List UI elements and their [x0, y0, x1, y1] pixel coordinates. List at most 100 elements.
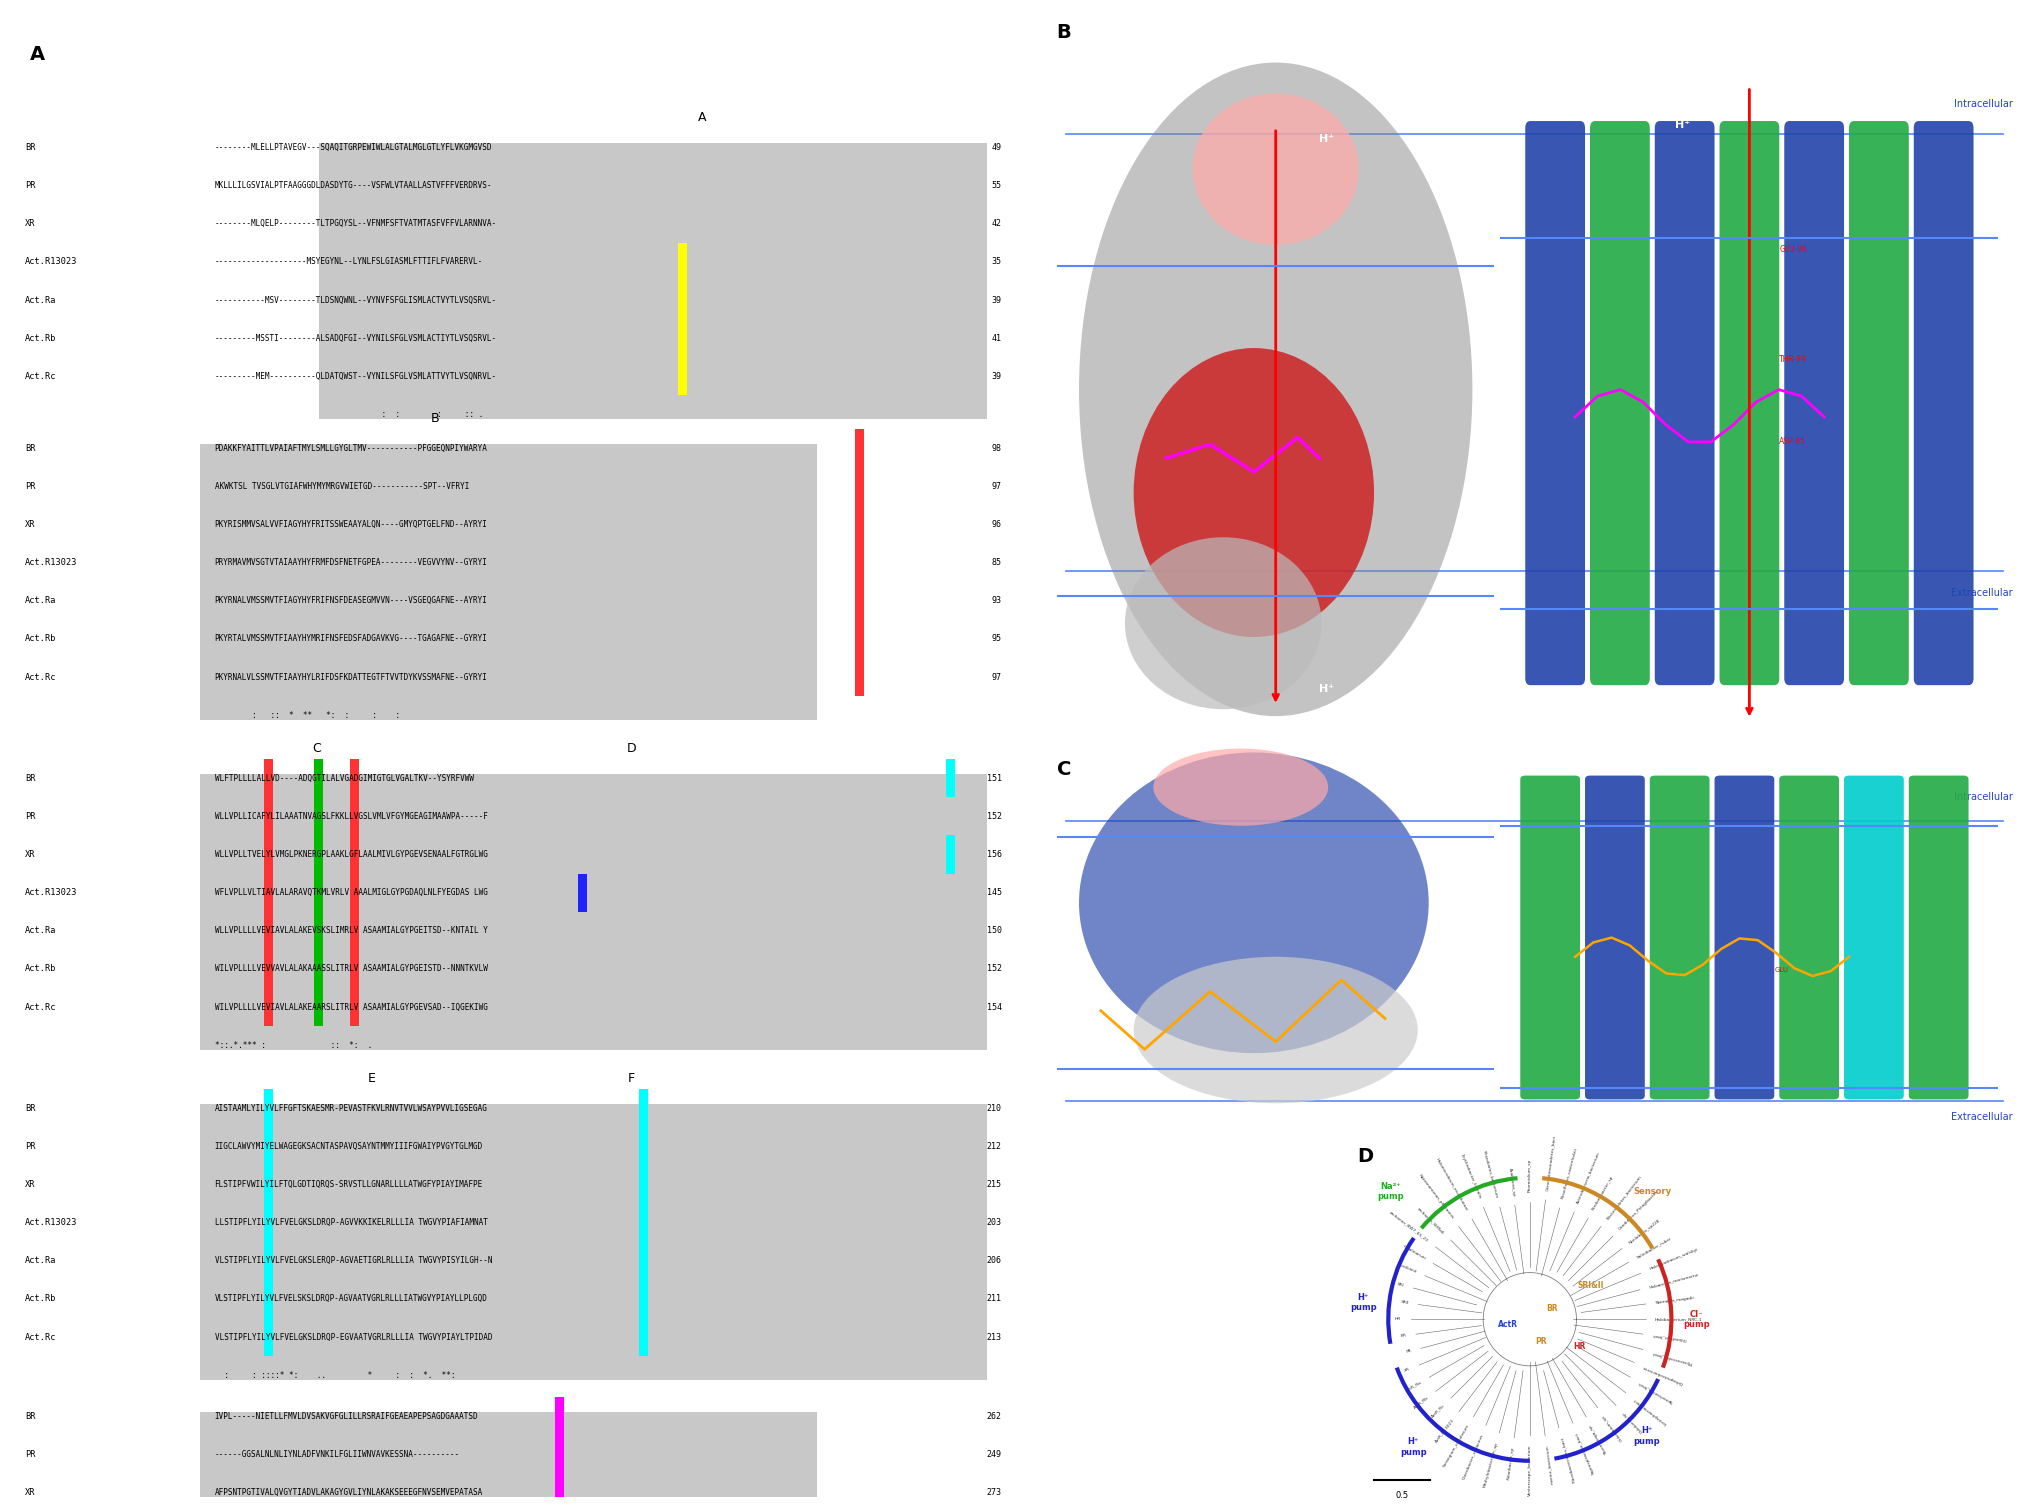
Text: 150: 150 — [986, 927, 1002, 936]
Text: Act.Ra: Act.Ra — [24, 927, 57, 936]
Text: HR: HR — [1394, 1317, 1400, 1321]
Bar — [264, 797, 272, 836]
Bar — [855, 582, 864, 620]
Text: Act.Rc: Act.Rc — [24, 1332, 57, 1341]
Bar — [855, 620, 864, 658]
Bar — [264, 1279, 272, 1318]
Text: Halomicrobium_mukohataei: Halomicrobium_mukohataei — [1435, 1158, 1469, 1213]
Ellipse shape — [1134, 957, 1416, 1104]
Ellipse shape — [1079, 753, 1428, 1054]
Text: Act.Ra: Act.Ra — [24, 1256, 57, 1266]
Text: 42: 42 — [992, 219, 1002, 228]
Text: E: E — [368, 1072, 376, 1084]
Text: Act.Rb: Act.Rb — [24, 334, 57, 343]
Text: Extracellular: Extracellular — [1951, 588, 2012, 599]
Bar — [264, 987, 272, 1027]
Text: Ktedonobacter_sp: Ktedonobacter_sp — [1591, 1175, 1613, 1211]
Text: --------MLQELP--------TLTPGQYSL--VFNMFSFTVATMTASFVFFVLARNNVA-: --------MLQELP--------TLTPGQYSL--VFNMFSF… — [215, 219, 496, 228]
Text: SRI&II: SRI&II — [1577, 1281, 1603, 1290]
Text: C: C — [313, 742, 321, 754]
Text: archaeon_SHRa6: archaeon_SHRa6 — [1416, 1207, 1445, 1235]
Bar — [350, 874, 360, 912]
Text: H⁺: H⁺ — [1674, 119, 1689, 130]
Text: Flavobacteriales_bact: Flavobacteriales_bact — [1559, 1436, 1575, 1483]
Text: Bacteroidetes_bacterium: Bacteroidetes_bacterium — [1605, 1175, 1642, 1220]
Text: 152: 152 — [986, 812, 1002, 821]
Text: H⁺: H⁺ — [1674, 705, 1689, 715]
Bar — [199, 774, 986, 1049]
Bar — [319, 144, 986, 419]
Text: 96: 96 — [992, 520, 1002, 529]
Text: HR: HR — [1573, 1343, 1585, 1352]
Text: Myxococcales_bact: Myxococcales_bact — [1650, 1350, 1693, 1365]
Bar — [313, 950, 323, 987]
Text: 97: 97 — [992, 482, 1002, 491]
Text: Chloroflexi_bact: Chloroflexi_bact — [1652, 1334, 1687, 1341]
Text: A: A — [697, 110, 707, 124]
Text: 206: 206 — [986, 1256, 1002, 1266]
Text: 156: 156 — [986, 850, 1002, 859]
Text: 41: 41 — [992, 334, 1002, 343]
Text: MKLLLILGSVIALPTFAAGGGDLDASDYTG----VSFWLVTAALLASTVFFFVERDRVS-: MKLLLILGSVIALPTFAAGGGDLDASDYTG----VSFWLV… — [215, 181, 492, 191]
Bar — [679, 319, 687, 357]
Bar — [313, 759, 323, 797]
Ellipse shape — [1193, 94, 1357, 245]
Text: 213: 213 — [986, 1332, 1002, 1341]
Text: :   ::  *  **   *:  :     :    :: : :: * ** *: : : : — [215, 711, 400, 720]
Text: Venterscape_bacterium: Venterscape_bacterium — [1528, 1444, 1530, 1497]
Text: ActR_Rc: ActR_Rc — [1431, 1403, 1445, 1418]
Bar — [855, 543, 864, 582]
Text: F: F — [628, 1072, 634, 1084]
FancyBboxPatch shape — [1784, 121, 1843, 685]
Text: 203: 203 — [986, 1219, 1002, 1228]
Text: 39: 39 — [992, 372, 1002, 381]
Text: 215: 215 — [986, 1179, 1002, 1188]
Text: VLSTIPFLYILYVLFVELGKSLERQP-AGVAETIGRLRLLLIA TWGVYPISYILGH--N: VLSTIPFLYILYVLFVELGKSLERQP-AGVAETIGRLRLL… — [215, 1256, 492, 1266]
FancyBboxPatch shape — [1843, 776, 1902, 1099]
Bar — [638, 1089, 648, 1128]
Text: 35: 35 — [992, 257, 1002, 266]
Text: Na²⁺
pump: Na²⁺ pump — [1378, 1182, 1404, 1201]
Text: ActR: ActR — [1498, 1320, 1516, 1329]
Text: PR: PR — [24, 812, 37, 821]
Text: Lentisphaeria_bact: Lentisphaeria_bact — [1632, 1397, 1666, 1426]
Text: Chlorobium_sp: Chlorobium_sp — [1601, 1414, 1624, 1441]
Text: H.salinarum: H.salinarum — [1402, 1244, 1426, 1261]
Bar — [264, 1204, 272, 1241]
Bar — [638, 1241, 648, 1279]
Text: Act.Rc: Act.Rc — [24, 1002, 57, 1012]
Ellipse shape — [1079, 62, 1471, 717]
Text: 93: 93 — [992, 596, 1002, 605]
Bar — [638, 1128, 648, 1166]
Text: BR: BR — [24, 1104, 37, 1113]
Text: ---------MSSTI--------ALSADQFGI--VYNILSFGLVSMLACTIYTLVSQSRVL-: ---------MSSTI--------ALSADQFGI--VYNILSF… — [215, 334, 496, 343]
Text: PKYRISMMVSALVVFIAGYHYFRITSSWEAAYALQN----GMYQPTGELFND--AYRYI: PKYRISMMVSALVVFIAGYHYFRITSSWEAAYALQN----… — [215, 520, 488, 529]
Text: PR: PR — [24, 1142, 37, 1151]
Text: :  :        :     :: .: : : : :: . — [215, 410, 482, 419]
Text: AKWKTSL TVSGLVTGIAFWHYMYMRGVWIETGD-----------SPT--VFRYI: AKWKTSL TVSGLVTGIAFWHYMYMRGVWIETGD------… — [215, 482, 469, 491]
Text: FLSTIPFVWILYILFTQLGDTIQRQS-SRVSTLLGNARLLLLATWGFYPIAYIMAFPE: FLSTIPFVWILYILFTQLGDTIQRQS-SRVSTLLGNARLL… — [215, 1179, 482, 1188]
Bar — [264, 950, 272, 987]
Text: Act.Ra: Act.Ra — [24, 596, 57, 605]
Text: ActR_Ra: ActR_Ra — [1404, 1380, 1422, 1393]
Text: Gloeobacter_violaceus: Gloeobacter_violaceus — [1461, 1433, 1483, 1480]
Text: XR: XR — [24, 219, 37, 228]
Text: IVPL-----NIETLLFMVLDVSAKVGFGLILLRSRAIFGEAEAPEPSAGDGAAATSD: IVPL-----NIETLLFMVLDVSAKVGFGLILLRSRAIFGE… — [215, 1412, 478, 1421]
Bar — [350, 987, 360, 1027]
Text: BR: BR — [24, 1412, 37, 1421]
Bar — [555, 1397, 563, 1435]
Text: WILVPLLLLVEVIAVLALAKEAARSLITRLV ASAAMIALGYPGEVSAD--IQGEKIWG: WILVPLLLLVEVIAVLALAKEAARSLITRLV ASAAMIAL… — [215, 1002, 488, 1012]
Text: 49: 49 — [992, 144, 1002, 153]
Text: Act.R13023: Act.R13023 — [24, 558, 77, 567]
Text: WLLVPLLLLVEVIAVLALAKEVSKSLIMRLV ASAAMIALGYPGEITSD--KNTAIL Y: WLLVPLLLLVEVIAVLALAKEVSKSLIMRLV ASAAMIAL… — [215, 927, 488, 936]
Text: H⁺: H⁺ — [1319, 683, 1333, 694]
Text: PR: PR — [24, 482, 37, 491]
Text: 249: 249 — [986, 1450, 1002, 1459]
Text: -----------MSV--------TLDSNQWNL--VYNVFSFGLISMLACTVYTLVSQSRVL-: -----------MSV--------TLDSNQWNL--VYNVFSF… — [215, 296, 496, 304]
Text: Natrialba_magadii: Natrialba_magadii — [1654, 1296, 1695, 1305]
Ellipse shape — [1152, 748, 1327, 826]
Bar — [264, 836, 272, 874]
Text: Act.Rb: Act.Rb — [24, 1294, 57, 1303]
Bar — [638, 1204, 648, 1241]
Text: XR: XR — [24, 850, 37, 859]
